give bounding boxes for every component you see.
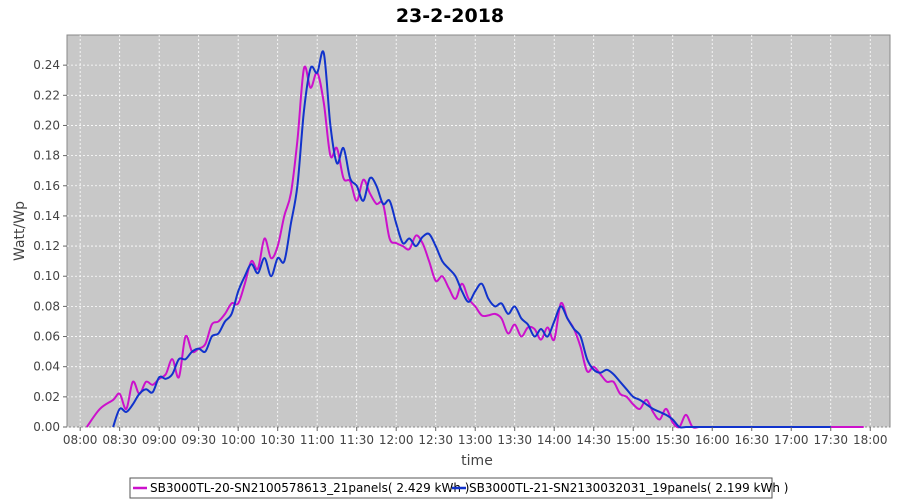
legend-label-1: SB3000TL-20-SN2100578613_21panels( 2.429… [150, 481, 469, 495]
x-tick-label: 11:00 [300, 433, 335, 447]
x-tick-label: 16:30 [734, 433, 769, 447]
x-tick-label: 08:30 [102, 433, 137, 447]
y-tick-label: 0.16 [33, 179, 60, 193]
legend-box [129, 477, 773, 499]
series-lines [85, 50, 864, 429]
chart-title: 23-2-2018 [396, 5, 504, 27]
y-tick-label: 0.18 [33, 149, 60, 163]
y-tick-label: 0.20 [33, 118, 60, 132]
x-tick-label: 13:30 [497, 433, 532, 447]
y-tick-label: 0.00 [33, 420, 60, 434]
x-tick-label: 09:00 [142, 433, 177, 447]
y-tick-label: 0.12 [33, 239, 60, 253]
y-tick-label: 0.10 [33, 269, 60, 283]
x-tick-label: 14:00 [537, 433, 572, 447]
x-tick-label: 12:30 [418, 433, 453, 447]
x-tick-label: 18:00 [853, 433, 888, 447]
y-tick-label: 0.06 [33, 330, 60, 344]
grid-lines [67, 35, 890, 428]
x-axis-ticks: 08:00 08:30 09:00 09:30 10:00 10:30 11:00 11:30… [63, 427, 888, 447]
y-axis-ticks: 0.00 0.02 0.04 0.06 0.08 0.10 0.12 0.14 0.16 0.18… [33, 58, 67, 434]
x-tick-label: 10:30 [260, 433, 295, 447]
y-axis-label: Watt/Wp [12, 201, 28, 261]
x-tick-label: 08:00 [63, 433, 98, 447]
x-tick-label: 14:30 [576, 433, 611, 447]
legend: SB3000TL-20-SN2100578613_21panels( 2.429… [129, 477, 788, 499]
x-tick-label: 13:00 [458, 433, 493, 447]
x-tick-label: 16:00 [695, 433, 730, 447]
legend-label-2: SB3000TL-21-SN2130032031_19panels( 2.199… [469, 481, 788, 495]
y-tick-label: 0.24 [33, 58, 60, 72]
series-line-2 [112, 50, 831, 429]
x-tick-label: 15:00 [616, 433, 651, 447]
x-axis-label: time [461, 453, 493, 469]
plot-background [66, 34, 891, 428]
y-tick-label: 0.08 [33, 299, 60, 313]
x-tick-label: 11:30 [339, 433, 374, 447]
plot-area [66, 34, 891, 429]
y-tick-label: 0.22 [33, 88, 60, 102]
x-tick-label: 15:30 [655, 433, 690, 447]
y-tick-label: 0.04 [33, 360, 60, 374]
y-tick-label: 0.02 [33, 390, 60, 404]
x-tick-label: 17:30 [813, 433, 848, 447]
x-tick-label: 17:00 [774, 433, 809, 447]
x-tick-label: 09:30 [181, 433, 216, 447]
x-tick-label: 12:00 [379, 433, 414, 447]
x-tick-label: 10:00 [221, 433, 256, 447]
y-tick-label: 0.14 [33, 209, 60, 223]
